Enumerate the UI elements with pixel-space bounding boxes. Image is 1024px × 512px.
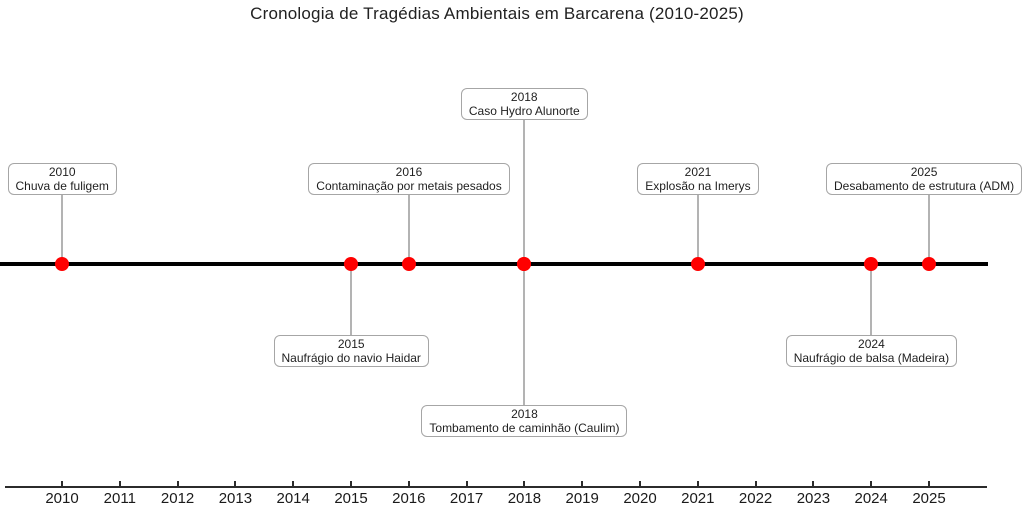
x-axis-tick bbox=[61, 481, 63, 486]
event-connector-line bbox=[696, 195, 699, 264]
x-axis-tick-label: 2017 bbox=[449, 490, 484, 507]
event-label-box: 2024 Naufrágio de balsa (Madeira) bbox=[785, 335, 958, 367]
x-axis-tick bbox=[639, 481, 641, 486]
x-axis-tick bbox=[928, 481, 930, 486]
event-year: 2018 bbox=[511, 407, 538, 421]
event-year: 2021 bbox=[684, 165, 712, 179]
x-axis-tick bbox=[350, 481, 352, 486]
event-year: 2018 bbox=[510, 90, 538, 104]
event-year: 2010 bbox=[48, 165, 76, 179]
x-axis-tick-label: 2024 bbox=[854, 490, 888, 507]
x-axis-tick-label: 2023 bbox=[796, 490, 831, 507]
chart-title: Cronologia de Tragédias Ambientais em Ba… bbox=[250, 4, 744, 23]
x-axis-tick bbox=[870, 481, 873, 486]
event-connector-line bbox=[523, 120, 526, 264]
x-axis-tick-label: 2011 bbox=[103, 490, 136, 507]
event-label: Caso Hydro Alunorte bbox=[468, 104, 580, 118]
event-label: Contaminação por metais pesados bbox=[316, 179, 502, 193]
x-axis-tick bbox=[696, 481, 699, 486]
event-label: Naufrágio do navio Haidar bbox=[281, 351, 421, 365]
event-label-box: 2025 Desabamento de estrutura (ADM) bbox=[826, 163, 1023, 195]
x-axis-tick bbox=[523, 481, 526, 486]
event-dot bbox=[344, 257, 358, 271]
event-label-box: 2010 Chuva de fuligem bbox=[7, 163, 117, 195]
event-year: 2016 bbox=[395, 165, 423, 179]
event-dot bbox=[55, 257, 69, 271]
event-label-box: 2015 Naufrágio do navio Haidar bbox=[273, 335, 429, 367]
x-axis-tick-label: 2022 bbox=[738, 490, 773, 507]
event-year: 2025 bbox=[910, 165, 938, 179]
event-year: 2015 bbox=[337, 337, 365, 351]
event-connector-line bbox=[928, 195, 930, 264]
x-axis-tick-label: 2019 bbox=[565, 490, 599, 507]
event-connector-line bbox=[870, 264, 873, 335]
event-label-box: 2018 Tombamento de caminhão (Caulim) bbox=[421, 405, 628, 437]
x-axis-line bbox=[5, 486, 987, 488]
event-dot bbox=[922, 257, 936, 271]
timeline-line bbox=[0, 262, 988, 266]
event-connector-line bbox=[523, 264, 526, 405]
x-axis-tick-label: 2020 bbox=[623, 490, 657, 507]
x-axis-tick-label: 2015 bbox=[334, 490, 368, 507]
event-connector-line bbox=[407, 195, 410, 264]
event-label: Naufrágio de balsa (Madeira) bbox=[793, 351, 950, 365]
x-axis-tick-label: 2013 bbox=[218, 490, 253, 507]
event-label-box: 2016 Contaminação por metais pesados bbox=[308, 163, 510, 195]
event-year: 2024 bbox=[858, 337, 885, 351]
x-axis-tick-label: 2016 bbox=[392, 490, 426, 507]
x-axis-tick bbox=[465, 481, 468, 486]
event-dot bbox=[517, 257, 532, 271]
x-axis-tick-label: 2018 bbox=[507, 490, 542, 507]
x-axis-tick-label: 2025 bbox=[912, 490, 946, 507]
x-axis-tick-label: 2010 bbox=[45, 490, 79, 507]
event-dot bbox=[401, 257, 416, 271]
x-axis-tick bbox=[118, 481, 121, 486]
event-dot bbox=[864, 257, 879, 271]
x-axis-tick-label: 2014 bbox=[276, 490, 310, 507]
x-axis-tick-label: 2021 bbox=[681, 490, 715, 507]
x-axis-tick bbox=[292, 481, 295, 486]
x-axis-tick bbox=[812, 481, 815, 486]
event-label-box: 2021 Explosão na Imerys bbox=[637, 163, 759, 195]
event-connector-line bbox=[350, 264, 352, 335]
event-label: Explosão na Imerys bbox=[645, 179, 751, 193]
x-axis-tick bbox=[407, 481, 410, 486]
event-connector-line bbox=[61, 195, 63, 264]
x-axis-tick bbox=[176, 481, 179, 486]
event-label: Chuva de fuligem bbox=[15, 179, 109, 193]
event-label-box: 2018 Caso Hydro Alunorte bbox=[460, 88, 588, 120]
x-axis-tick bbox=[754, 481, 757, 486]
event-label: Tombamento de caminhão (Caulim) bbox=[429, 421, 620, 435]
event-label: Desabamento de estrutura (ADM) bbox=[834, 179, 1015, 193]
event-dot bbox=[690, 257, 705, 271]
x-axis-tick bbox=[234, 481, 237, 486]
x-axis-tick-label: 2012 bbox=[160, 490, 195, 507]
x-axis-tick bbox=[581, 481, 584, 486]
